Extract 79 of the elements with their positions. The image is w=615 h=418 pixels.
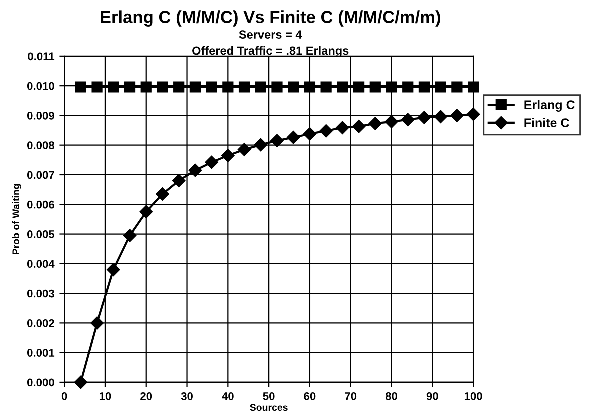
point bbox=[418, 82, 430, 93]
point bbox=[74, 376, 88, 390]
y-tick-label: 0.002 bbox=[27, 319, 54, 328]
point bbox=[222, 82, 234, 93]
point bbox=[468, 82, 480, 93]
x-tick-label: 10 bbox=[100, 392, 112, 400]
point bbox=[123, 229, 137, 242]
point bbox=[452, 82, 463, 93]
point bbox=[385, 115, 398, 129]
point bbox=[254, 138, 268, 152]
point bbox=[402, 113, 415, 126]
x-tick-label: 90 bbox=[426, 392, 438, 400]
x-tick-label: 40 bbox=[222, 392, 234, 400]
y-axis-title: Prob of Waiting bbox=[12, 184, 22, 255]
y-tick-label: 0.008 bbox=[27, 142, 55, 150]
point bbox=[402, 82, 414, 93]
point bbox=[205, 156, 218, 170]
y-tick-label: 0.011 bbox=[28, 52, 55, 61]
point bbox=[270, 134, 284, 148]
point bbox=[238, 82, 250, 93]
y-tick-label: 0.003 bbox=[27, 290, 54, 298]
point bbox=[434, 110, 448, 124]
point bbox=[188, 164, 202, 178]
point bbox=[418, 111, 432, 124]
x-tick-label: 50 bbox=[263, 392, 275, 400]
point bbox=[353, 82, 365, 93]
x-tick-label: 0 bbox=[62, 392, 68, 400]
x-tick-label: 20 bbox=[140, 392, 152, 400]
point bbox=[190, 82, 202, 93]
point bbox=[75, 82, 86, 93]
point bbox=[90, 316, 104, 330]
y-tick-label: 0.004 bbox=[27, 260, 55, 268]
point bbox=[92, 82, 103, 93]
x-axis-title: Sources bbox=[250, 404, 288, 412]
point bbox=[272, 82, 283, 93]
point bbox=[156, 188, 170, 201]
point bbox=[303, 128, 317, 141]
point bbox=[370, 82, 381, 93]
legend-label: Finite C bbox=[524, 118, 570, 128]
point bbox=[386, 82, 398, 93]
point bbox=[287, 131, 300, 144]
point bbox=[172, 174, 186, 188]
point bbox=[222, 149, 235, 162]
point bbox=[124, 82, 136, 93]
x-tick-label: 80 bbox=[386, 392, 398, 400]
point bbox=[140, 205, 153, 219]
point bbox=[107, 263, 120, 276]
point bbox=[174, 82, 185, 93]
point bbox=[255, 82, 266, 93]
y-tick-label: 0.000 bbox=[27, 378, 54, 387]
point bbox=[157, 82, 168, 93]
y-tick-label: 0.005 bbox=[27, 230, 55, 238]
point bbox=[320, 124, 333, 138]
point bbox=[206, 82, 218, 93]
y-tick-label: 0.010 bbox=[27, 82, 54, 90]
y-tick-label: 0.007 bbox=[27, 171, 54, 180]
x-tick-label: 100 bbox=[464, 392, 482, 400]
y-tick-label: 0.006 bbox=[27, 200, 54, 209]
point bbox=[336, 121, 350, 134]
point bbox=[304, 82, 316, 93]
point bbox=[108, 82, 120, 93]
x-tick-label: 60 bbox=[304, 392, 316, 400]
point bbox=[435, 82, 446, 93]
chart-subtitle: Servers = 4 Offered Traffic = .81 Erlangs bbox=[192, 30, 349, 58]
chart-title: Erlang C (M/M/C) Vs Finite C (M/M/C/m/m) bbox=[101, 10, 440, 27]
x-tick-label: 70 bbox=[345, 392, 357, 400]
x-tick-label: 30 bbox=[181, 392, 193, 400]
y-tick-label: 0.001 bbox=[27, 349, 55, 357]
point bbox=[466, 108, 480, 122]
point bbox=[368, 117, 382, 130]
point bbox=[352, 120, 366, 134]
point bbox=[288, 82, 300, 93]
point bbox=[337, 82, 348, 93]
point bbox=[140, 82, 152, 93]
point bbox=[238, 143, 252, 156]
point bbox=[450, 109, 464, 122]
y-tick-label: 0.009 bbox=[27, 112, 54, 120]
point bbox=[320, 82, 332, 93]
legend-label: Erlang C bbox=[524, 100, 575, 112]
